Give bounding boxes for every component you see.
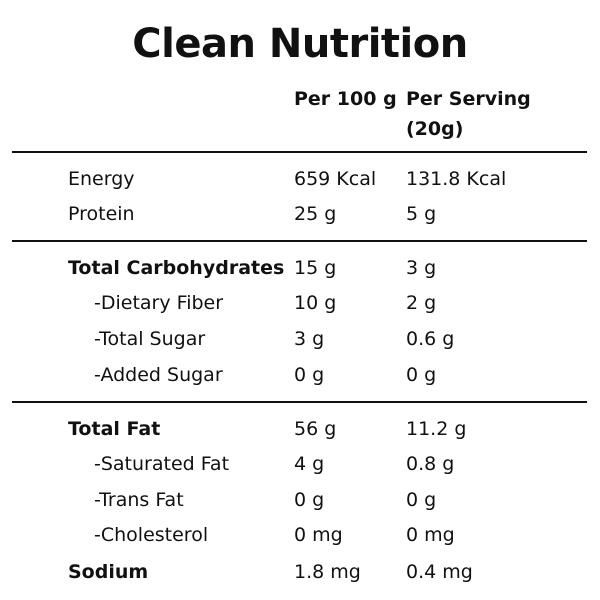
row-label-energy: Energy [68, 168, 135, 190]
divider-top [12, 151, 587, 153]
row-value-serving-trans-fat: 0 g [406, 489, 437, 511]
row-value-serving-sodium: 0.4 mg [406, 561, 473, 583]
row-label-total-sugar: -Total Sugar [94, 328, 206, 350]
row-value-serving-added-sugar: 0 g [406, 364, 437, 386]
row-value-per100-total-carbohydrates: 15 g [294, 257, 337, 279]
row-label-total-fat: Total Fat [68, 418, 161, 440]
row-value-serving-total-sugar: 0.6 g [406, 328, 455, 350]
divider-fat [12, 401, 587, 403]
row-label-protein: Protein [68, 203, 135, 225]
divider-carbs [12, 240, 587, 242]
row-value-serving-cholesterol: 0 mg [406, 524, 455, 546]
column-header-serving-size: (20g) [406, 118, 464, 140]
row-value-per100-added-sugar: 0 g [294, 364, 325, 386]
row-value-serving-saturated-fat: 0.8 g [406, 453, 455, 475]
row-value-serving-energy: 131.8 Kcal [406, 168, 507, 190]
row-value-per100-trans-fat: 0 g [294, 489, 325, 511]
row-value-per100-dietary-fiber: 10 g [294, 292, 337, 314]
column-header-per-100g: Per 100 g [294, 88, 397, 110]
row-value-per100-saturated-fat: 4 g [294, 453, 325, 475]
row-value-per100-total-fat: 56 g [294, 418, 337, 440]
row-value-serving-protein: 5 g [406, 203, 437, 225]
row-value-serving-total-fat: 11.2 g [406, 418, 467, 440]
row-value-per100-total-sugar: 3 g [294, 328, 325, 350]
row-label-dietary-fiber: -Dietary Fiber [94, 292, 224, 314]
row-label-cholesterol: -Cholesterol [94, 524, 209, 546]
row-label-added-sugar: -Added Sugar [94, 364, 223, 386]
row-value-per100-sodium: 1.8 mg [294, 561, 361, 583]
row-value-serving-total-carbohydrates: 3 g [406, 257, 437, 279]
row-value-per100-energy: 659 Kcal [294, 168, 377, 190]
row-value-per100-cholesterol: 0 mg [294, 524, 343, 546]
row-value-per100-protein: 25 g [294, 203, 337, 225]
row-label-sodium: Sodium [68, 561, 149, 583]
row-label-saturated-fat: -Saturated Fat [94, 453, 230, 475]
row-label-trans-fat: -Trans Fat [94, 489, 184, 511]
page-title: Clean Nutrition [132, 21, 468, 67]
row-label-total-carbohydrates: Total Carbohydrates [68, 257, 285, 279]
row-value-serving-dietary-fiber: 2 g [406, 292, 437, 314]
column-header-per-serving: Per Serving [406, 88, 531, 110]
